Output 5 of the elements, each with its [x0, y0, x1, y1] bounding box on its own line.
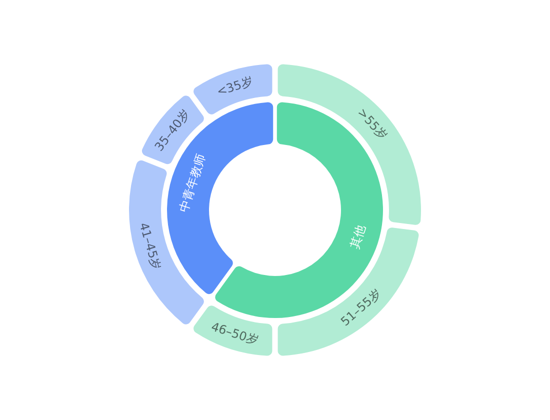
slice-label: 中青年教师 — [176, 152, 208, 214]
slice-label: 46–50岁 — [210, 319, 260, 348]
slice-label: 41–45岁 — [136, 221, 164, 272]
slice-label: <35岁 — [214, 74, 255, 99]
slice-label: 其他 — [347, 223, 368, 250]
